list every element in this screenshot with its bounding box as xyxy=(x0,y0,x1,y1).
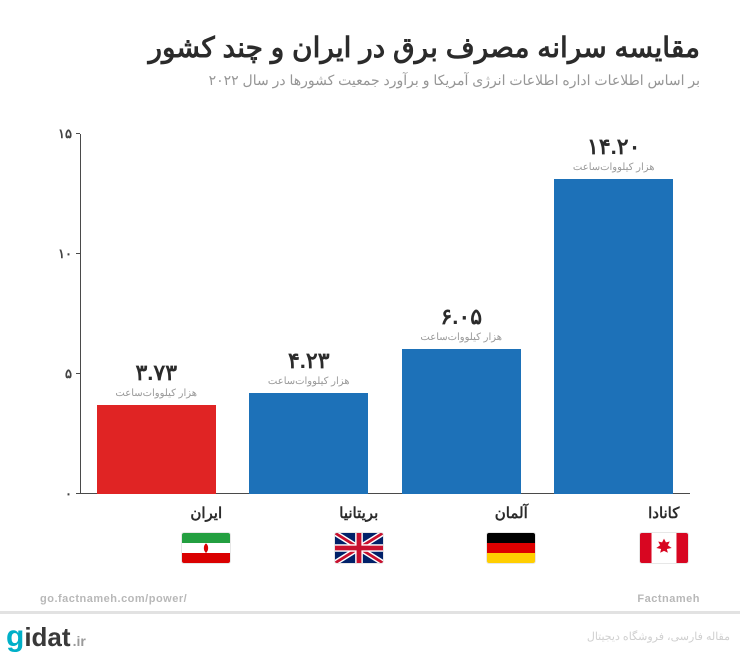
logo-text: idat xyxy=(24,622,70,653)
bar-unit-label: هزار کیلووات‌ساعت xyxy=(268,376,350,387)
flag-slot xyxy=(435,532,588,564)
x-axis-label: بریتانیا xyxy=(283,504,436,522)
chart-subtitle: بر اساس اطلاعات اداره اطلاعات انرژی آمری… xyxy=(40,72,700,89)
flag-slot xyxy=(130,532,283,564)
bar-rect xyxy=(554,179,673,494)
x-axis-label: آلمان xyxy=(435,504,588,522)
logo-accent-letter: g xyxy=(6,620,24,654)
flag-slot xyxy=(588,532,740,564)
bar-slot: ۶.۰۵ هزار کیلووات‌ساعت xyxy=(385,134,538,494)
bar-unit-label: هزار کیلووات‌ساعت xyxy=(115,388,197,399)
bar-value-label: ۱۴.۲۰ xyxy=(587,134,640,160)
y-tick-label: ۵ xyxy=(40,366,72,382)
source-url: go.factnameh.com/power/ xyxy=(40,593,187,605)
flag-row xyxy=(130,532,740,564)
x-axis-label: ایران xyxy=(130,504,283,522)
bar-slot: ۴.۲۳ هزار کیلووات‌ساعت xyxy=(233,134,386,494)
logo-tld: .ir xyxy=(73,633,86,649)
chart-container: مقایسه سرانه مصرف برق در ایران و چند کشو… xyxy=(0,0,740,611)
germany-flag-icon xyxy=(486,532,536,564)
iran-flag-icon xyxy=(181,532,231,564)
bar-slot: ۳.۷۳ هزار کیلووات‌ساعت xyxy=(80,134,233,494)
y-tick-label: ۱۵ xyxy=(40,126,72,142)
plot-area: ۰۵۱۰۱۵ ۳.۷۳هزار کیلووات‌ساعت۴.۲۳هزار کیل… xyxy=(40,134,700,494)
bar-rect xyxy=(402,349,521,494)
x-labels: ایرانبریتانیاآلمانکانادا xyxy=(130,504,740,522)
bar-rect xyxy=(249,393,368,495)
y-tick-label: ۰ xyxy=(40,486,72,502)
strip-caption: مقاله فارسی، فروشگاه دیجیتال xyxy=(587,630,730,643)
bar-value-label: ۴.۲۳ xyxy=(288,348,330,374)
uk-flag-icon xyxy=(334,532,384,564)
bar-value-label: ۶.۰۵ xyxy=(440,304,482,330)
flag-slot xyxy=(283,532,436,564)
site-strip: gidat.ir مقاله فارسی، فروشگاه دیجیتال xyxy=(0,611,740,659)
x-axis-label: کانادا xyxy=(588,504,740,522)
bar-unit-label: هزار کیلووات‌ساعت xyxy=(573,162,655,173)
bars-group: ۳.۷۳ هزار کیلووات‌ساعت ۴.۲۳ هزار کیلووات‌سا… xyxy=(80,134,690,494)
bar-slot: ۱۴.۲۰ هزار کیلووات‌ساعت xyxy=(538,134,691,494)
site-logo: gidat.ir xyxy=(6,620,86,654)
footer: go.factnameh.com/power/ Factnameh xyxy=(40,593,700,605)
canada-flag-icon xyxy=(639,532,689,564)
y-tick-label: ۱۰ xyxy=(40,246,72,262)
chart-title: مقایسه سرانه مصرف برق در ایران و چند کشو… xyxy=(40,30,700,66)
bar-rect xyxy=(97,405,216,495)
bar-value-label: ۳.۷۳ xyxy=(135,360,177,386)
bar-unit-label: هزار کیلووات‌ساعت xyxy=(420,332,502,343)
source-name: Factnameh xyxy=(637,593,700,605)
